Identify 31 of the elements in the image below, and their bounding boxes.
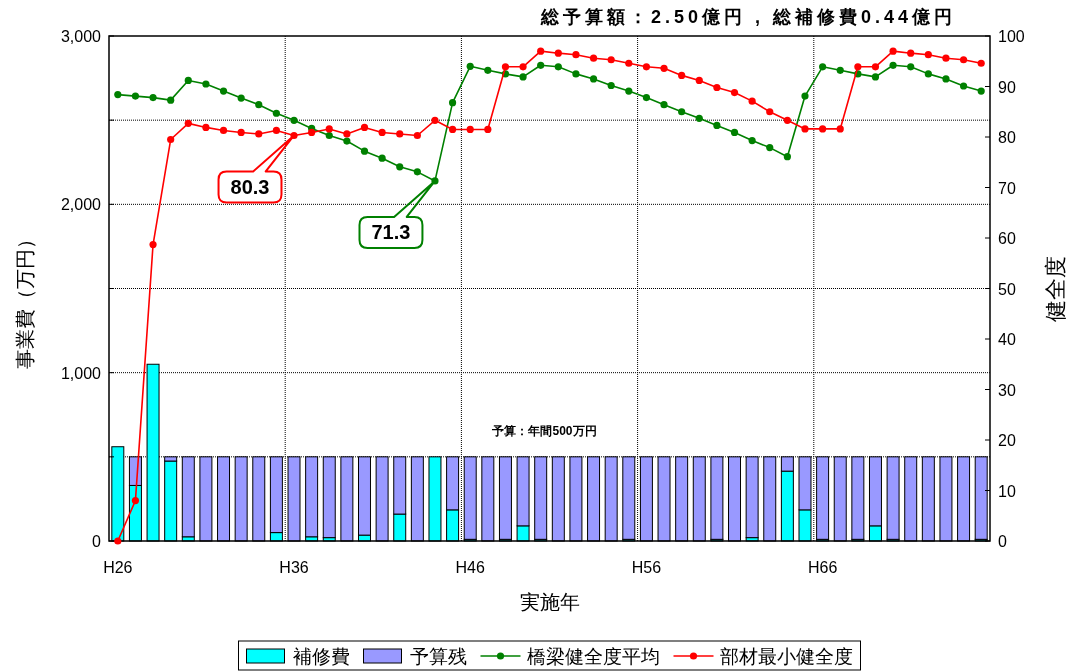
y2-tick-label: 10 (998, 482, 1016, 500)
y2-tick-label: 100 (998, 28, 1025, 45)
y2-tick-label: 50 (998, 280, 1016, 298)
y-tick-label: 2,000 (60, 196, 102, 214)
legend-label: 予算残 (409, 646, 467, 667)
x-tick-label: H56 (631, 559, 662, 576)
x-tick-label: H66 (807, 559, 838, 576)
x-tick-label: H46 (455, 559, 485, 576)
y2-tick-label: 60 (998, 230, 1016, 247)
y2-tick-label: 70 (998, 179, 1016, 197)
y-tick-label: 3,000 (60, 28, 102, 45)
y2-tick-label: 80 (998, 129, 1016, 146)
y2-tick-label: 20 (998, 432, 1016, 449)
x-axis-title: 実施年 (519, 591, 580, 613)
x-tick-label: H36 (279, 559, 309, 576)
chart-title: 総予算額：2.50億円 , 総補修費0.44億円 (539, 7, 956, 27)
x-tick-label: H26 (103, 559, 133, 576)
data-label: 71.3 (371, 221, 411, 244)
y-axis-title: 事業費（万円） (14, 228, 36, 369)
y2-axis-title: 健全度 (1043, 255, 1068, 322)
legend-label: 部材最小健全度 (719, 646, 853, 667)
y2-tick-label: 0 (998, 533, 1007, 550)
y2-tick-label: 40 (998, 331, 1016, 348)
annotation: 予算：年間500万円 (491, 423, 597, 438)
y2-tick-label: 90 (998, 78, 1016, 96)
legend-label: 補修費 (292, 646, 350, 667)
data-label: 80.3 (230, 175, 270, 198)
y-tick-label: 0 (92, 533, 102, 550)
y2-tick-label: 30 (998, 381, 1016, 399)
legend-label: 橋梁健全度平均 (526, 646, 660, 667)
y-tick-label: 1,000 (60, 364, 102, 382)
